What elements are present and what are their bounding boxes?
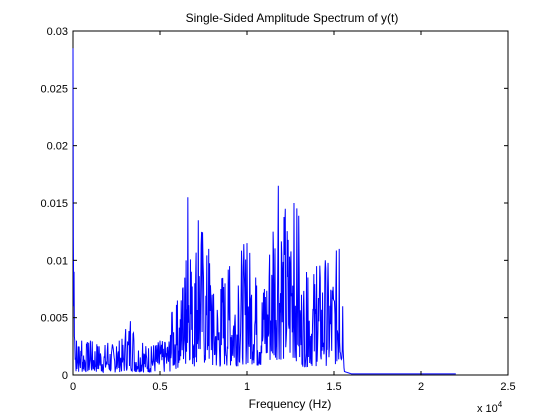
y-tick-label: 0.025: [40, 83, 68, 95]
x-axis-label: Frequency (Hz): [249, 397, 332, 411]
x-tick-label: 1: [244, 381, 250, 393]
chart-title: Single-Sided Amplitude Spectrum of y(t): [186, 11, 399, 25]
x-axis-ticks: 0 0.5 1 1.5 2 2.5: [70, 31, 516, 393]
x-tick-label: 2: [418, 381, 424, 393]
x-tick-label: 1.5: [326, 381, 341, 393]
spectrum-series-line: [72, 48, 456, 375]
x-tick-label: 2.5: [500, 381, 515, 393]
y-tick-label: 0.015: [40, 198, 68, 210]
y-tick-label: 0.01: [47, 255, 68, 267]
x-tick-label: 0: [70, 381, 76, 393]
x-axis-scale-factor: x 104: [477, 400, 503, 415]
x-tick-label: 0.5: [152, 381, 167, 393]
y-tick-label: 0.02: [47, 141, 68, 153]
x-axis-scale-exponent: 4: [498, 400, 503, 409]
y-tick-label: 0.03: [47, 26, 68, 38]
x-axis-scale-label: x 10: [477, 403, 498, 415]
y-tick-label: 0.005: [40, 313, 68, 325]
y-tick-label: 0: [62, 370, 68, 382]
y-axis-ticks: 0 0.005 0.01 0.015 0.02 0.025 0.03: [40, 26, 508, 382]
